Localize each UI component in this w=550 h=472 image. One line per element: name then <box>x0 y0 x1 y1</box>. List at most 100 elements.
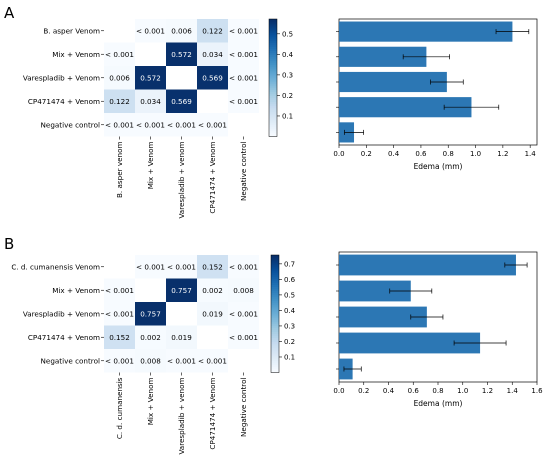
heatmap-cell <box>104 255 135 279</box>
colorbar-segment <box>271 305 279 309</box>
heatmap-col-label: Mix + Venom <box>146 378 155 426</box>
heatmap-a: < 0.001 0.006 0.122 < 0.001 B. asper Venom < … <box>23 19 259 219</box>
colorbar-segment <box>269 73 277 77</box>
colorbar-segment <box>271 317 279 321</box>
colorbar-segment <box>271 329 279 332</box>
heatmap-cell-label: < 0.001 <box>229 26 258 35</box>
x-tick-label: 0.2 <box>361 150 372 158</box>
heatmap-cell-label: 0.152 <box>109 333 130 342</box>
heatmap-cell-label: < 0.001 <box>229 97 258 106</box>
x-tick-label: 0.0 <box>333 150 344 158</box>
colorbar-segment <box>271 319 279 323</box>
colorbar-segment <box>271 311 279 315</box>
colorbar-segment <box>269 89 277 93</box>
colorbar-segment <box>269 50 277 53</box>
colorbar-segment <box>271 276 279 280</box>
colorbar-segment <box>269 60 277 63</box>
heatmap-cell-label: < 0.001 <box>136 262 165 271</box>
colorbar-a: 0.1 0.2 0.3 0.4 0.5 <box>268 18 294 138</box>
heatmap-cell-label: 0.122 <box>109 97 130 106</box>
heatmap-col-label: Negative control <box>239 378 248 437</box>
heatmap-cell <box>166 349 197 373</box>
colorbar-segment <box>271 339 279 342</box>
bar <box>339 71 447 93</box>
heatmap-col-label: B. asper venom <box>115 142 124 199</box>
colorbar-segment <box>271 325 279 329</box>
colorbar-segment <box>271 362 279 366</box>
colorbar-segment <box>271 258 279 262</box>
heatmap-row-label: Varespladib + Venom <box>23 73 100 82</box>
colorbar-b: 0.1 0.2 0.3 0.4 0.5 0.6 0.7 <box>270 254 296 374</box>
colorbar-segment <box>269 20 277 24</box>
colorbar-segment <box>269 34 277 38</box>
colorbar-segment <box>271 278 279 282</box>
heatmap-cell <box>197 19 228 43</box>
heatmap-cell <box>166 19 197 43</box>
heatmap-cell <box>197 42 228 66</box>
heatmap-cell <box>135 113 166 137</box>
heatmap-cell-label: < 0.001 <box>105 309 134 318</box>
colorbar-segment <box>271 284 279 287</box>
heatmap-col-label: CP471474 + Venom <box>208 142 217 214</box>
bar <box>339 97 472 118</box>
colorbar-segment <box>269 85 277 89</box>
colorbar-segment <box>269 58 277 61</box>
colorbar-segment <box>271 264 279 268</box>
heatmap-cell <box>135 89 166 113</box>
heatmap-cell-label: 0.757 <box>140 309 161 318</box>
colorbar-segment <box>269 87 277 91</box>
bar <box>339 46 427 67</box>
colorbar-segment <box>269 99 277 102</box>
colorbar-segment <box>271 303 279 307</box>
heatmap-cell-label: 0.006 <box>109 73 130 82</box>
colorbar-segment <box>271 266 279 270</box>
colorbar-segment <box>269 40 277 44</box>
colorbar-segment <box>271 321 279 325</box>
colorbar-segment <box>271 352 279 356</box>
heatmap-row-label: CP471474 + Venom <box>28 97 100 106</box>
heatmap-row-label: Mix + Venom <box>52 286 100 295</box>
bar <box>339 306 427 328</box>
heatmap-cell-label: 0.569 <box>171 97 192 106</box>
colorbar-tick-label: 0.3 <box>284 322 295 330</box>
heatmap-cell-label: < 0.001 <box>198 356 227 365</box>
heatmap-cell-label: < 0.001 <box>229 309 258 318</box>
colorbar-segment <box>269 134 277 138</box>
colorbar-segment <box>271 274 279 278</box>
heatmap-cell <box>197 278 228 302</box>
colorbar-segment <box>269 46 277 49</box>
colorbar-segment <box>269 36 277 40</box>
x-tick-label: 1.4 <box>507 387 519 395</box>
colorbar-segment <box>269 22 277 26</box>
colorbar-segment <box>271 268 279 272</box>
colorbar-segment <box>271 262 279 266</box>
colorbar-segment <box>269 107 277 110</box>
heatmap-cell <box>228 255 259 279</box>
colorbar-segment <box>269 101 277 104</box>
x-tick-label: 0.6 <box>415 150 427 158</box>
heatmap-cell <box>166 278 197 302</box>
heatmap-cell <box>228 302 259 326</box>
colorbar-segment <box>271 282 279 285</box>
colorbar-segment <box>271 300 279 303</box>
heatmap-cell-label: < 0.001 <box>105 286 134 295</box>
x-axis-title: Edema (mm) <box>414 162 463 171</box>
colorbar-segment <box>271 298 279 301</box>
colorbar-segment <box>271 347 279 350</box>
heatmap-cell-label: 0.019 <box>202 309 223 318</box>
colorbar-segment <box>269 130 277 134</box>
colorbar-segment <box>269 126 277 130</box>
heatmap-cell-label: 0.006 <box>171 26 192 35</box>
colorbar-segment <box>271 360 279 364</box>
heatmap-cell-label: 0.122 <box>202 26 223 35</box>
colorbar-segment <box>271 333 279 336</box>
colorbar-segment <box>269 132 277 136</box>
colorbar-segment <box>269 42 277 46</box>
colorbar-tick-label: 0.6 <box>284 276 296 284</box>
colorbar-segment <box>269 71 277 75</box>
x-tick-label: 1.2 <box>497 150 508 158</box>
bar-chart-a: 0.0 0.2 0.4 0.6 0.8 1.0 1.2 1.4 Edema (mm) <box>333 18 538 171</box>
x-tick-label: 1.2 <box>482 387 493 395</box>
colorbar-segment <box>271 337 279 340</box>
colorbar-segment <box>269 28 277 32</box>
